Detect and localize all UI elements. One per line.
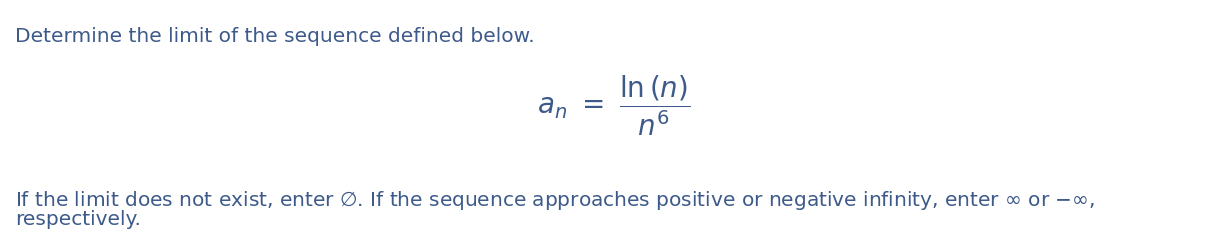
- Text: respectively.: respectively.: [15, 210, 141, 229]
- Text: If the limit does not exist, enter $\varnothing$. If the sequence approaches pos: If the limit does not exist, enter $\var…: [15, 189, 1094, 212]
- Text: Determine the limit of the sequence defined below.: Determine the limit of the sequence defi…: [15, 27, 534, 46]
- Text: $a_n\ =\ \dfrac{\ln\left(n\right)}{n^6}$: $a_n\ =\ \dfrac{\ln\left(n\right)}{n^6}$: [538, 73, 690, 138]
